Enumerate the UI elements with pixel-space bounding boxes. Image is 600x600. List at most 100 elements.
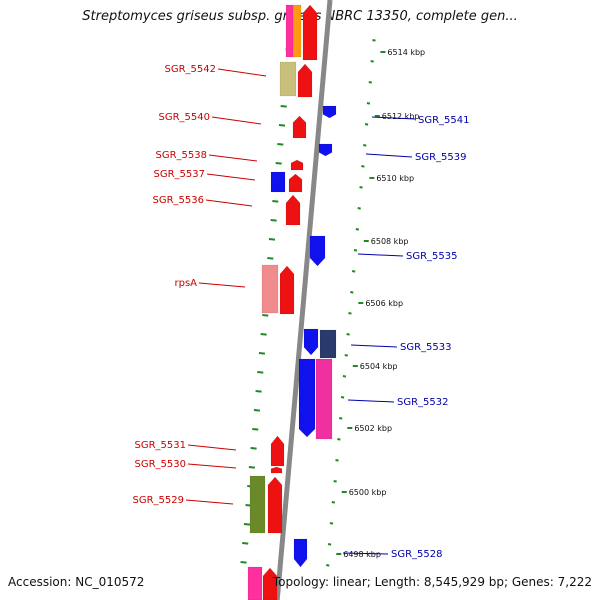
- tick-dash: [337, 438, 341, 441]
- gene-label[interactable]: rpsA: [174, 278, 197, 289]
- tick-dash: [267, 257, 274, 260]
- scale-tick-label: 6510 kbp: [376, 174, 414, 183]
- label-leader-line: [217, 68, 267, 77]
- gene-feature: [298, 358, 316, 438]
- tick-dash: [278, 124, 286, 127]
- tick-dash: [252, 428, 259, 431]
- gene-label[interactable]: SGR_5530: [135, 459, 187, 470]
- tick-dash: [344, 354, 348, 357]
- label-leader-line: [350, 344, 398, 348]
- gene-label[interactable]: SGR_5535: [406, 251, 458, 262]
- gene-label[interactable]: SGR_5536: [153, 195, 205, 206]
- gene-feature-olive: [249, 475, 266, 534]
- label-leader-line: [347, 399, 395, 403]
- label-leader-line: [185, 499, 234, 505]
- gene-feature-pink: [247, 566, 263, 600]
- tick-dash: [327, 543, 332, 546]
- label-leader-line: [211, 116, 262, 125]
- accession-text: Accession: NC_010572: [8, 575, 145, 589]
- tick-dash: [280, 105, 287, 108]
- tick-dash: [339, 417, 343, 420]
- label-leader-line: [208, 154, 258, 162]
- gene-feature: [290, 159, 304, 171]
- gene-feature: [270, 435, 285, 467]
- gene-feature-navy: [319, 329, 337, 359]
- gene-feature: [318, 143, 333, 157]
- gene-label[interactable]: SGR_5533: [400, 342, 452, 353]
- label-leader-line: [187, 444, 237, 451]
- gene-label[interactable]: SGR_5539: [415, 152, 467, 163]
- gene-feature: [285, 194, 301, 226]
- tick-dash: [257, 371, 264, 374]
- chromosome-backbone: [274, 0, 333, 600]
- gene-label[interactable]: SGR_5540: [159, 112, 211, 123]
- tick-dash: [372, 39, 376, 42]
- gene-label[interactable]: SGR_5528: [391, 549, 443, 560]
- scale-tick-label: 6502 kbp: [354, 424, 392, 433]
- gene-feature-pink: [315, 358, 333, 440]
- tick-dash: [240, 561, 247, 564]
- label-leader-line: [371, 116, 416, 120]
- tick-dash: [359, 186, 363, 189]
- label-leader-line: [365, 153, 413, 158]
- gene-feature: [302, 4, 318, 61]
- gene-feature: [288, 173, 303, 193]
- gene-label[interactable]: SGR_5541: [418, 115, 470, 126]
- gene-feature: [293, 538, 308, 568]
- tick-dash: [270, 219, 277, 222]
- tick-dash: [329, 522, 334, 525]
- tick-dash: [340, 396, 345, 399]
- gene-feature: [279, 265, 295, 315]
- tick-dash: [357, 207, 361, 210]
- gene-feature: [309, 235, 326, 267]
- gene-label[interactable]: SGR_5532: [397, 397, 449, 408]
- tick-dash: [258, 352, 266, 355]
- label-leader-line: [205, 199, 253, 207]
- label-leader-line: [357, 253, 404, 257]
- gene-feature-orange: [292, 4, 302, 58]
- tick-dash: [335, 459, 339, 462]
- tick-dash: [242, 542, 249, 545]
- tick-dash: [248, 466, 256, 469]
- tick-dash: [277, 143, 284, 146]
- tick-dash: [253, 409, 261, 412]
- gene-label[interactable]: SGR_5538: [156, 150, 208, 161]
- label-leader-line: [206, 173, 256, 181]
- tick-dash: [346, 333, 350, 336]
- scale-tick-label: 6498 kbp: [343, 550, 381, 559]
- tick-dash: [353, 249, 358, 252]
- tick-dash: [255, 390, 262, 393]
- gene-label[interactable]: SGR_5531: [135, 440, 187, 451]
- gene-label[interactable]: SGR_5537: [154, 169, 206, 180]
- tick-dash: [368, 81, 372, 84]
- tick-dash: [366, 102, 371, 105]
- tick-dash: [363, 144, 367, 147]
- tick-dash: [351, 270, 356, 273]
- scale-tick-label: 6500 kbp: [349, 488, 387, 497]
- tick-dash: [250, 447, 257, 450]
- tick-dash: [342, 375, 347, 378]
- label-leader-line: [342, 552, 389, 555]
- gene-feature-khaki: [279, 61, 297, 97]
- gene-feature: [297, 63, 313, 98]
- tick-dash: [350, 291, 354, 294]
- tick-dash: [331, 501, 336, 504]
- tick-dash: [262, 314, 269, 317]
- scale-tick-label: 6514 kbp: [387, 48, 425, 57]
- tick-dash: [243, 523, 250, 526]
- tick-dash: [268, 238, 276, 241]
- tick-dash: [370, 60, 374, 63]
- tick-dash: [348, 312, 352, 315]
- gene-label[interactable]: SGR_5529: [133, 495, 185, 506]
- gene-feature: [303, 328, 319, 356]
- gene-feature: [267, 476, 283, 534]
- gene-label[interactable]: SGR_5542: [165, 64, 217, 75]
- scale-tick-label: 6504 kbp: [360, 362, 398, 371]
- gene-feature: [262, 567, 278, 600]
- gene-feature: [292, 115, 307, 139]
- tick-dash: [272, 200, 279, 203]
- topology-text: Topology: linear; Length: 8,545,929 bp; …: [272, 575, 592, 589]
- tick-dash: [364, 123, 369, 126]
- tick-dash: [326, 564, 330, 567]
